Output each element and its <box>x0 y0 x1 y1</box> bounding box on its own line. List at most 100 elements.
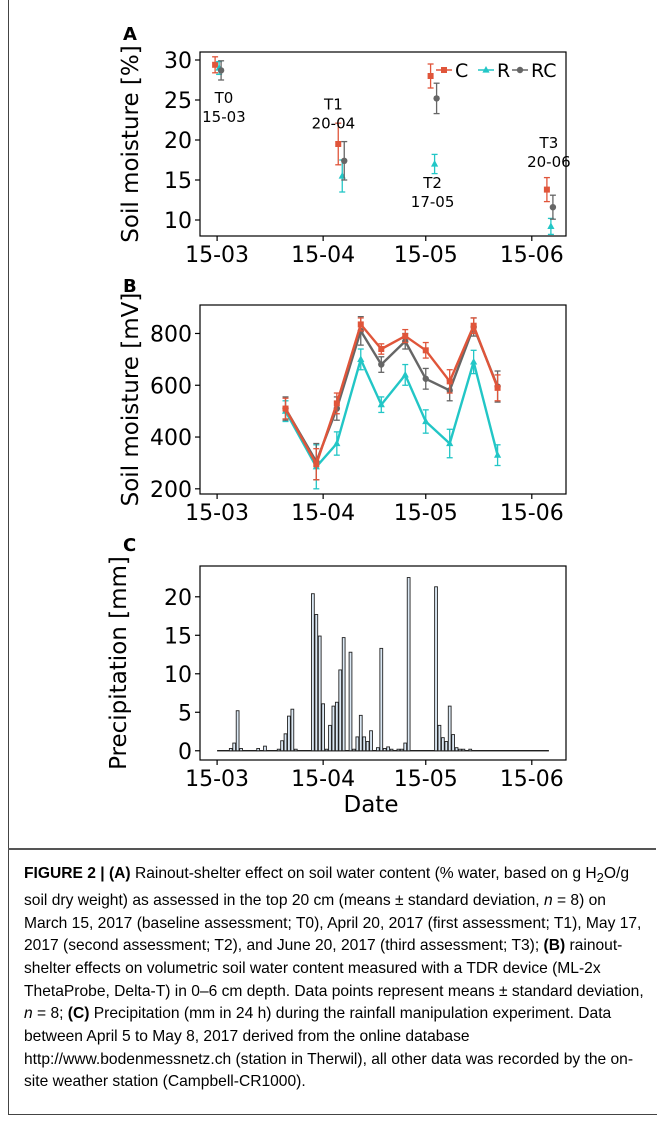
panel-c-bar-2 <box>235 710 240 752</box>
panel-c-bar-10 <box>290 708 295 752</box>
panel-c-bar-18 <box>331 705 336 752</box>
panel-a-x-tick-label-2: 15-05 <box>394 243 458 268</box>
panel-c-bar-47 <box>468 748 473 752</box>
panel-b-r-line <box>284 358 499 469</box>
panel-b-x-tick-label-1: 15-04 <box>291 501 355 526</box>
panel-a-rc-point-2 <box>433 95 440 102</box>
panel-c-y-tick-label-4: 20 <box>164 586 192 611</box>
panel-b-r-point-7 <box>446 439 454 447</box>
panel-b-y-tick-label-3: 800 <box>150 322 192 347</box>
panel-a-c-point-3 <box>543 186 550 193</box>
panel-c-bar-9 <box>287 715 291 752</box>
panel-b-r-point-6 <box>422 417 430 425</box>
panel-a-annotation-date-3: 20-06 <box>527 153 571 171</box>
panel-a-legend-label-rc: RC <box>531 60 557 82</box>
panel-c-bar-11 <box>293 748 298 752</box>
figure-frame <box>8 0 657 1115</box>
panel-c-bar-38 <box>434 586 438 752</box>
caption-a-sub: 2 <box>596 870 604 886</box>
panel-c-bar-3 <box>239 748 243 752</box>
panel-c-bar-12 <box>311 593 315 752</box>
caption-divider <box>8 848 656 850</box>
panel-c-x-tick-label-1: 15-04 <box>291 767 355 792</box>
caption-a-text-2: O/g soil dry weight) as assessed in the … <box>24 865 630 909</box>
caption-b-text-2: = 8; <box>32 1005 68 1023</box>
panel-c-x-tick-label-2: 15-05 <box>394 767 458 792</box>
panel-a-annotation-label-2: T2 <box>422 174 442 192</box>
panel-c-bar-13 <box>314 614 319 752</box>
panel-b-y-tick-label-2: 600 <box>150 374 192 399</box>
panel-c-plot-border <box>199 565 567 761</box>
caption-n-symbol-2: n <box>24 1005 33 1023</box>
panel-b-r-point-3 <box>357 355 365 362</box>
panel-b-y-tick-label-1: 400 <box>150 426 192 451</box>
panel-b-c-line <box>284 323 499 466</box>
panel-c-y-tick-label-3: 15 <box>164 624 192 649</box>
panel-c-x-tick-label-0: 15-03 <box>185 767 249 792</box>
panel-a-legend-marker-r <box>482 66 490 73</box>
panel-c-bar-41 <box>444 741 449 752</box>
caption-a-text-1: Rainout-shelter effect on soil water con… <box>130 865 597 882</box>
panel-c-chart: 0 5 10 15 20 15-03 15-04 15-05 15-06 Precipitatio… <box>106 556 567 818</box>
panel-a-legend-marker-c <box>441 67 447 73</box>
panel-c-y-axis-label: Precipitation [mm] <box>106 556 132 770</box>
panel-c-bar-27 <box>365 741 370 752</box>
panel-c-bar-35 <box>399 748 404 752</box>
panel-b-r-point-8 <box>470 357 478 365</box>
panel-a-label: A <box>123 24 137 45</box>
panel-b-plot-border <box>199 304 567 495</box>
panel-c-bar-43 <box>451 734 455 752</box>
panel-a-y-tick-label-2: 20 <box>164 129 192 154</box>
panel-a-plot-border <box>199 51 567 237</box>
panel-b-c-point-8 <box>470 322 477 329</box>
panel-b-r-point-9 <box>493 451 502 458</box>
panel-c-bar-36 <box>403 742 408 752</box>
caption-b-label: (B) <box>543 937 566 955</box>
panel-b-c-point-6 <box>422 347 429 354</box>
panel-c-y-tick-label-2: 10 <box>164 663 192 688</box>
panel-a-x-tick-label-0: 15-03 <box>185 243 249 268</box>
panel-b-c-point-2 <box>333 400 340 407</box>
panel-c-bar-40 <box>441 737 445 752</box>
panel-a-annotation-date-2: 17-05 <box>411 193 455 211</box>
panel-b-c-point-4 <box>378 346 385 353</box>
figure-canvas: A B C 10 15 20 25 30 15-03 15-04 15-05 15-06 Soil… <box>106 24 571 818</box>
panel-c-bar-37 <box>406 577 411 752</box>
panel-a-annotation-label-1: T1 <box>323 96 343 114</box>
panel-a-annotation-date-1: 20-04 <box>312 115 356 133</box>
panel-b-r-point-4 <box>377 400 385 408</box>
panel-c-bar-14 <box>317 635 322 752</box>
panel-a-rc-point-0 <box>217 67 225 74</box>
caption-a-text-3: = 8) on March 15, 2017 (baseline assessm… <box>24 891 642 955</box>
figure-caption: FIGURE 2 | (A) Rainout-shelter effect on… <box>24 863 650 1094</box>
panel-c-bar-21 <box>341 637 346 752</box>
panel-c-bar-32 <box>386 746 390 752</box>
panel-c-bar-16 <box>324 748 329 752</box>
panel-b-r-point-2 <box>333 439 341 447</box>
panel-c-bar-39 <box>437 724 442 752</box>
panel-c-bar-4 <box>256 748 260 752</box>
panel-c-bar-5 <box>263 745 267 752</box>
panel-a-annotation-label-0: T0 <box>214 89 234 107</box>
panel-c-bar-15 <box>321 703 325 752</box>
panel-a-c-point-1 <box>335 141 342 147</box>
panel-c-bar-24 <box>355 736 360 752</box>
panel-a-x-tick-label-1: 15-04 <box>291 243 355 268</box>
panel-c-bar-22 <box>348 651 353 752</box>
panel-c-x-axis-label: Date <box>344 792 399 818</box>
panel-b-label: B <box>123 276 137 297</box>
panel-c-bar-33 <box>389 748 394 752</box>
panel-c-bar-44 <box>454 747 459 752</box>
panel-a-r-point-2 <box>430 160 439 167</box>
panel-c-bar-46 <box>461 748 466 752</box>
caption-b-text-1: rainout-shelter effects on volumetric so… <box>24 937 644 1000</box>
panel-a-c-point-0 <box>212 61 219 68</box>
panel-c-bar-42 <box>447 705 452 752</box>
panel-b-c-point-7 <box>446 378 453 385</box>
panel-c-bar-20 <box>338 669 343 752</box>
panel-c-bar-0 <box>228 748 233 752</box>
panel-b-x-tick-label-0: 15-03 <box>185 501 249 526</box>
panel-b-x-tick-label-3: 15-06 <box>500 501 564 526</box>
panel-b-c-point-9 <box>494 384 501 391</box>
panel-a-y-tick-label-0: 10 <box>164 209 192 234</box>
